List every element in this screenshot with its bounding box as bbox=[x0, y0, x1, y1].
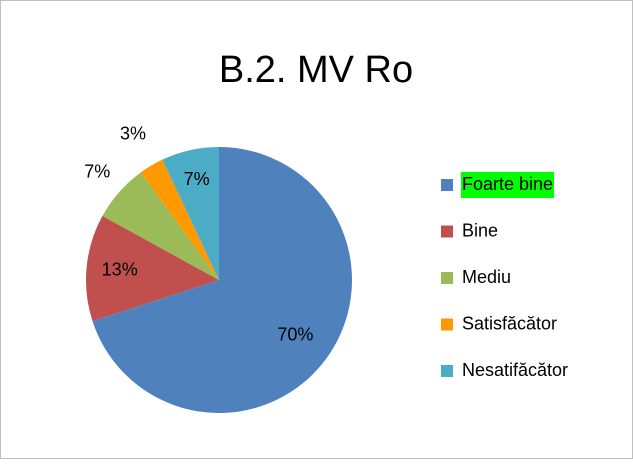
legend-label: Foarte bine bbox=[462, 174, 553, 194]
pie-slice bbox=[92, 147, 352, 413]
legend-label: Bine bbox=[462, 220, 498, 240]
legend-label: Mediu bbox=[462, 267, 511, 287]
pie-slice bbox=[162, 147, 219, 280]
data-label: 7% bbox=[184, 169, 210, 189]
data-label: 70% bbox=[277, 324, 313, 344]
legend-swatch bbox=[441, 365, 453, 377]
pie-slice bbox=[85, 215, 219, 322]
data-label: 7% bbox=[84, 161, 110, 181]
legend-swatch bbox=[441, 272, 453, 284]
pie-slice bbox=[140, 159, 219, 280]
legend-swatch bbox=[441, 225, 453, 238]
pie-slice bbox=[102, 172, 219, 280]
data-label: 13% bbox=[102, 259, 138, 279]
legend-highlight bbox=[461, 172, 555, 198]
legend-swatch bbox=[441, 179, 453, 191]
data-label: 3% bbox=[120, 123, 146, 143]
legend-label: Nesatifăcător bbox=[462, 360, 568, 380]
legend-swatch bbox=[441, 318, 453, 331]
legend-label: Satisfăcător bbox=[462, 313, 557, 333]
chart-title: B.2. MV Ro bbox=[219, 49, 413, 91]
